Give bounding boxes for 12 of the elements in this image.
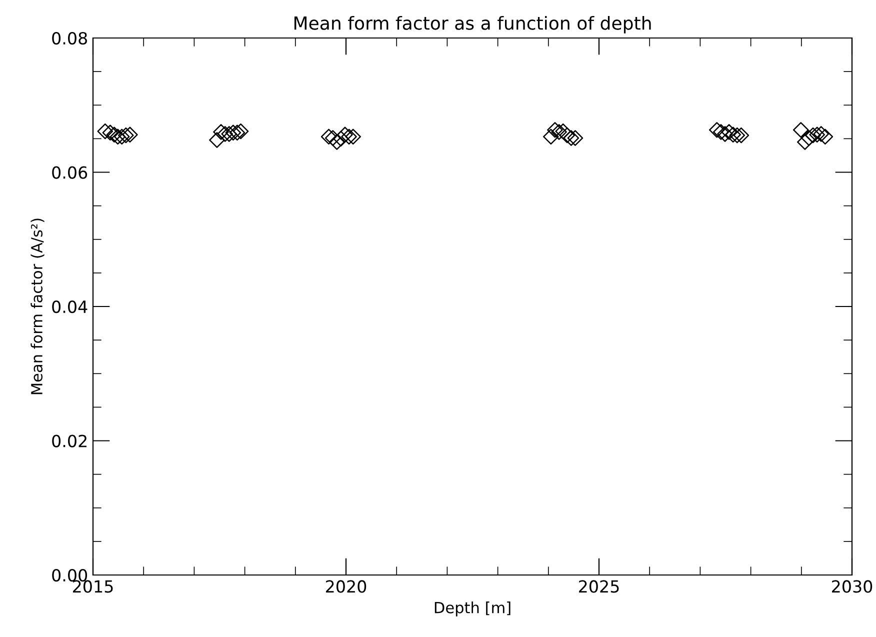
x-tick-label: 2020 [326, 580, 366, 593]
y-tick-label: 0.02 [52, 434, 86, 448]
x-tick-label: 2015 [73, 580, 113, 593]
x-axis-title: Depth [m] [434, 602, 510, 616]
y-tick-label: 0.04 [52, 300, 88, 314]
x-tick-label: 2030 [832, 580, 872, 593]
y-tick-label: 0.08 [52, 32, 87, 45]
y-tick-label: 0.06 [52, 166, 88, 179]
chart-title: Mean form factor as a function of depth [294, 16, 651, 34]
y-tick-label: 0.00 [52, 568, 88, 582]
x-tick-label: 2025 [579, 580, 619, 593]
y-axis-title: Mean form factor (A/s²) [30, 218, 44, 394]
